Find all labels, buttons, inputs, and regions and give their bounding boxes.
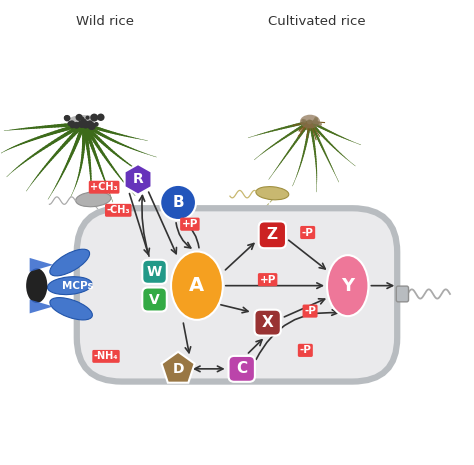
Circle shape — [69, 120, 75, 126]
FancyBboxPatch shape — [77, 208, 397, 382]
Text: MCPs: MCPs — [62, 281, 93, 291]
FancyBboxPatch shape — [228, 356, 255, 382]
Circle shape — [94, 122, 99, 126]
Ellipse shape — [70, 115, 98, 123]
Circle shape — [97, 113, 105, 121]
Text: C: C — [236, 361, 247, 376]
Text: A: A — [190, 276, 204, 295]
FancyBboxPatch shape — [142, 287, 167, 312]
Circle shape — [64, 115, 69, 120]
Circle shape — [67, 121, 73, 126]
Polygon shape — [30, 258, 53, 272]
Text: -P: -P — [302, 227, 314, 238]
Circle shape — [75, 114, 83, 121]
Circle shape — [82, 120, 90, 128]
Circle shape — [318, 122, 322, 126]
Text: Cultivated rice: Cultivated rice — [268, 15, 366, 28]
Ellipse shape — [327, 255, 368, 316]
Ellipse shape — [26, 268, 47, 303]
Text: Wild rice: Wild rice — [76, 15, 134, 28]
Text: Z: Z — [267, 227, 278, 242]
Text: -P: -P — [300, 345, 311, 355]
Text: +CH₃: +CH₃ — [90, 182, 118, 192]
Circle shape — [313, 119, 318, 124]
Circle shape — [303, 120, 306, 123]
Text: W: W — [147, 265, 162, 279]
Ellipse shape — [76, 192, 111, 207]
Text: +P: +P — [259, 275, 276, 285]
Circle shape — [80, 117, 84, 121]
Circle shape — [314, 120, 319, 125]
Ellipse shape — [50, 298, 92, 320]
Circle shape — [70, 123, 75, 128]
FancyBboxPatch shape — [255, 310, 281, 336]
Text: X: X — [262, 315, 273, 330]
Text: R: R — [133, 173, 144, 186]
Polygon shape — [162, 352, 195, 383]
Ellipse shape — [50, 249, 90, 276]
Circle shape — [314, 117, 318, 121]
Circle shape — [79, 122, 85, 128]
Circle shape — [90, 113, 98, 121]
Circle shape — [88, 122, 96, 130]
Text: -P: -P — [304, 306, 316, 316]
FancyBboxPatch shape — [396, 286, 409, 302]
FancyBboxPatch shape — [259, 221, 286, 248]
Circle shape — [73, 122, 80, 129]
Circle shape — [307, 120, 312, 125]
Polygon shape — [125, 164, 152, 194]
Ellipse shape — [256, 186, 289, 200]
Circle shape — [301, 119, 305, 122]
FancyBboxPatch shape — [142, 260, 167, 284]
Circle shape — [78, 120, 85, 127]
Circle shape — [85, 123, 90, 127]
Text: +P: +P — [182, 219, 198, 229]
Text: Y: Y — [341, 277, 354, 295]
Text: V: V — [149, 292, 160, 306]
Circle shape — [312, 120, 316, 124]
Text: -CH₃: -CH₃ — [107, 206, 130, 215]
Polygon shape — [30, 299, 53, 313]
Circle shape — [160, 185, 196, 220]
Circle shape — [64, 115, 71, 121]
Circle shape — [85, 116, 90, 120]
Text: D: D — [173, 362, 184, 376]
Ellipse shape — [171, 252, 223, 320]
Text: B: B — [172, 195, 184, 210]
Text: -NH₄: -NH₄ — [94, 352, 118, 361]
Circle shape — [82, 119, 86, 123]
Circle shape — [86, 123, 90, 126]
Circle shape — [87, 120, 93, 126]
Ellipse shape — [47, 277, 92, 295]
Ellipse shape — [300, 115, 320, 128]
